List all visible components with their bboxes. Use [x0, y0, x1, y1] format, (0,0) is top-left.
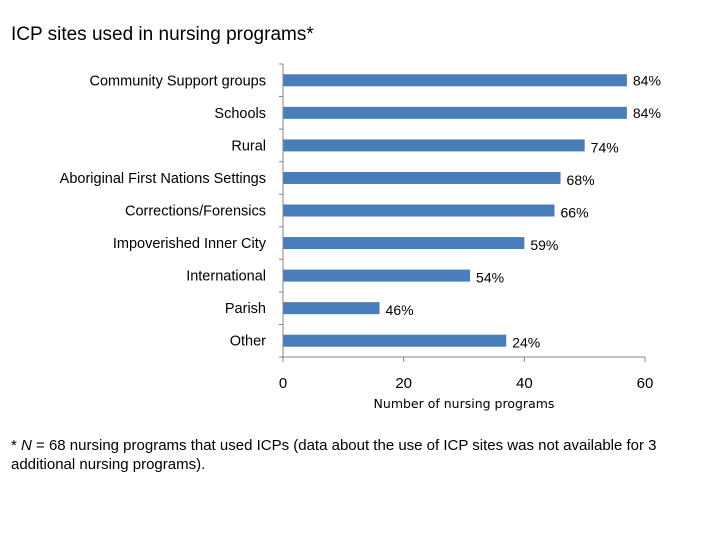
data-label: 84%: [633, 105, 661, 121]
bar: [283, 139, 585, 152]
data-label: 46%: [386, 302, 414, 318]
category-label: Rural: [231, 138, 266, 154]
bar: [283, 204, 555, 217]
page-title: ICP sites used in nursing programs*: [11, 24, 314, 45]
data-label: 24%: [512, 335, 540, 351]
bar: [283, 106, 627, 119]
category-label: Schools: [214, 106, 266, 122]
category-label: Aboriginal First Nations Settings: [60, 171, 266, 187]
footnote-text: = 68 nursing programs that used ICPs (da…: [11, 437, 657, 473]
data-label: 54%: [476, 270, 504, 286]
axes-group: 0 20 40 60 Number of nursing programs: [279, 63, 654, 411]
data-label: 59%: [530, 237, 558, 253]
x-tick-label: 60: [637, 375, 654, 392]
category-label: Community Support groups: [90, 73, 267, 89]
footnote-n: N: [21, 437, 32, 454]
data-label: 74%: [591, 139, 619, 155]
bar: [283, 269, 471, 282]
category-label: Corrections/Forensics: [125, 204, 266, 220]
bar-chart: Community Support groups 84% Schools 84% Rur…: [60, 63, 661, 411]
x-tick-label: 20: [395, 375, 412, 392]
category-label: Parish: [225, 301, 266, 317]
bar: [283, 171, 561, 184]
bar: [283, 237, 525, 250]
bar: [283, 302, 380, 315]
footnote: * N = 68 nursing programs that used ICPs…: [11, 436, 711, 474]
x-tick-label: 0: [279, 375, 287, 392]
bars-group: Community Support groups 84% Schools 84% Rur…: [60, 72, 661, 350]
x-axis-label: Number of nursing programs: [374, 396, 555, 411]
category-label: Impoverished Inner City: [113, 236, 267, 252]
category-label: Other: [230, 334, 266, 350]
category-label: International: [186, 269, 266, 285]
bar: [283, 334, 507, 347]
data-label: 84%: [633, 72, 661, 88]
x-tick-label: 40: [516, 375, 533, 392]
data-label: 66%: [561, 205, 589, 221]
data-label: 68%: [567, 172, 595, 188]
bar: [283, 74, 627, 87]
footnote-star: *: [11, 437, 22, 454]
